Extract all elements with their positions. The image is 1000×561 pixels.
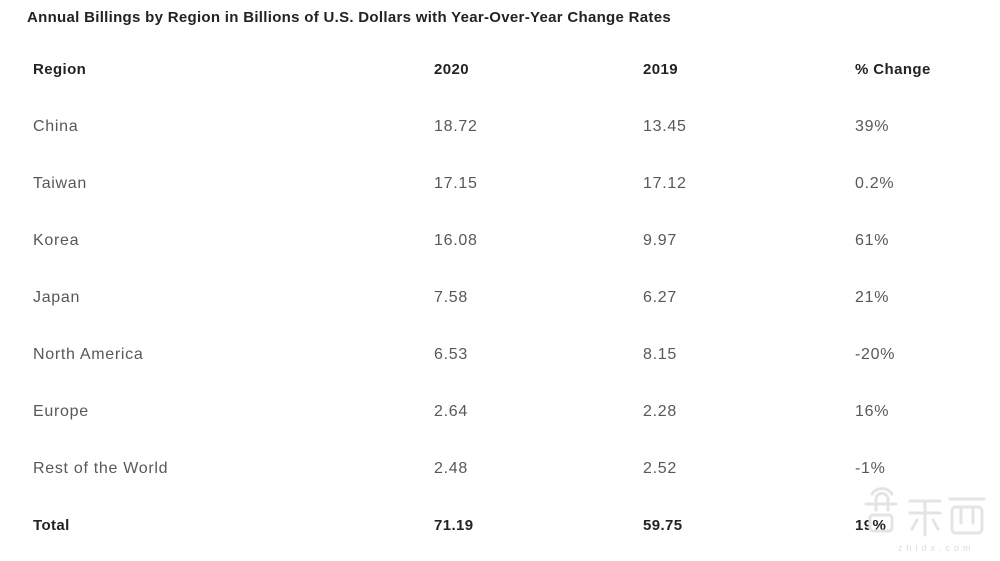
region-cell: China: [33, 117, 79, 135]
total-2019-cell: 59.75: [643, 517, 683, 534]
change-cell: -1%: [855, 459, 886, 477]
table-row: North America 6.53 8.15 -20%: [33, 326, 967, 383]
value-2020-cell: 18.72: [434, 117, 478, 135]
change-cell: 61%: [855, 231, 890, 249]
column-header-region: Region: [33, 61, 87, 78]
value-2019-cell: 2.28: [643, 402, 677, 420]
value-2019-cell: 13.45: [643, 117, 687, 135]
table-row: Taiwan 17.15 17.12 0.2%: [33, 155, 967, 212]
table-row: Korea 16.08 9.97 61%: [33, 212, 967, 269]
value-2020-cell: 2.48: [434, 459, 468, 477]
table-row: Rest of the World 2.48 2.52 -1%: [33, 440, 967, 497]
change-cell: 21%: [855, 288, 890, 306]
region-cell: Korea: [33, 231, 80, 249]
table-row: China 18.72 13.45 39%: [33, 98, 967, 155]
table-total-row: Total 71.19 59.75 19%: [33, 497, 967, 554]
change-cell: 0.2%: [855, 174, 895, 192]
table-header-row: Region 2020 2019 % Change: [33, 41, 967, 98]
value-2020-cell: 7.58: [434, 288, 468, 306]
column-header-change: % Change: [855, 61, 931, 78]
value-2019-cell: 8.15: [643, 345, 677, 363]
change-cell: 16%: [855, 402, 890, 420]
change-cell: 39%: [855, 117, 890, 135]
value-2019-cell: 6.27: [643, 288, 677, 306]
total-2020-cell: 71.19: [434, 517, 474, 534]
region-cell: Rest of the World: [33, 459, 169, 477]
total-change-cell: 19%: [855, 517, 887, 534]
region-cell: Taiwan: [33, 174, 88, 192]
column-header-2020: 2020: [434, 61, 469, 78]
value-2019-cell: 2.52: [643, 459, 677, 477]
total-label-cell: Total: [33, 517, 70, 534]
region-cell: Europe: [33, 402, 89, 420]
billings-table: Region 2020 2019 % Change China 18.72 13…: [33, 41, 967, 554]
change-cell: -20%: [855, 345, 896, 363]
value-2019-cell: 9.97: [643, 231, 677, 249]
value-2020-cell: 2.64: [434, 402, 468, 420]
table-row: Japan 7.58 6.27 21%: [33, 269, 967, 326]
page-title: Annual Billings by Region in Billions of…: [27, 9, 671, 26]
value-2020-cell: 16.08: [434, 231, 478, 249]
table-row: Europe 2.64 2.28 16%: [33, 383, 967, 440]
value-2019-cell: 17.12: [643, 174, 687, 192]
region-cell: Japan: [33, 288, 81, 306]
value-2020-cell: 17.15: [434, 174, 478, 192]
column-header-2019: 2019: [643, 61, 678, 78]
value-2020-cell: 6.53: [434, 345, 468, 363]
region-cell: North America: [33, 345, 144, 363]
